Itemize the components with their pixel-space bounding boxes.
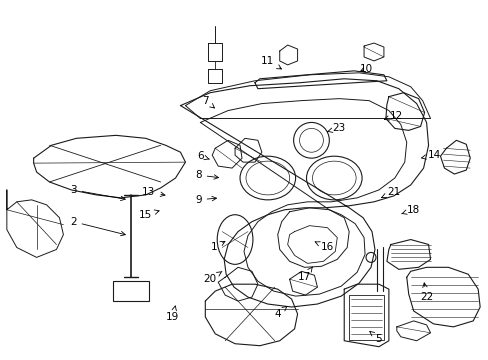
Text: 16: 16 [314, 242, 333, 252]
Text: 15: 15 [139, 210, 159, 220]
Text: 12: 12 [384, 111, 403, 121]
Text: 14: 14 [421, 150, 440, 160]
Text: 5: 5 [369, 332, 382, 344]
Text: 4: 4 [274, 306, 286, 319]
Bar [113, 281, 148, 301]
Text: 21: 21 [381, 187, 400, 198]
Text: 19: 19 [165, 306, 179, 322]
Text: 17: 17 [297, 267, 312, 282]
Text: 1: 1 [210, 241, 224, 252]
Text: 7: 7 [202, 96, 214, 108]
Bar [348, 295, 383, 340]
Text: 6: 6 [197, 151, 209, 161]
Text: 11: 11 [261, 56, 281, 69]
Text: 10: 10 [359, 64, 372, 74]
Text: 8: 8 [195, 170, 218, 180]
Text: 3: 3 [70, 185, 125, 201]
Text: 22: 22 [419, 283, 432, 302]
Text: 9: 9 [195, 195, 216, 205]
Text: 13: 13 [142, 187, 164, 197]
Text: 23: 23 [326, 123, 345, 134]
Text: 2: 2 [70, 217, 125, 236]
Text: 20: 20 [203, 271, 222, 284]
Text: 18: 18 [401, 205, 420, 215]
